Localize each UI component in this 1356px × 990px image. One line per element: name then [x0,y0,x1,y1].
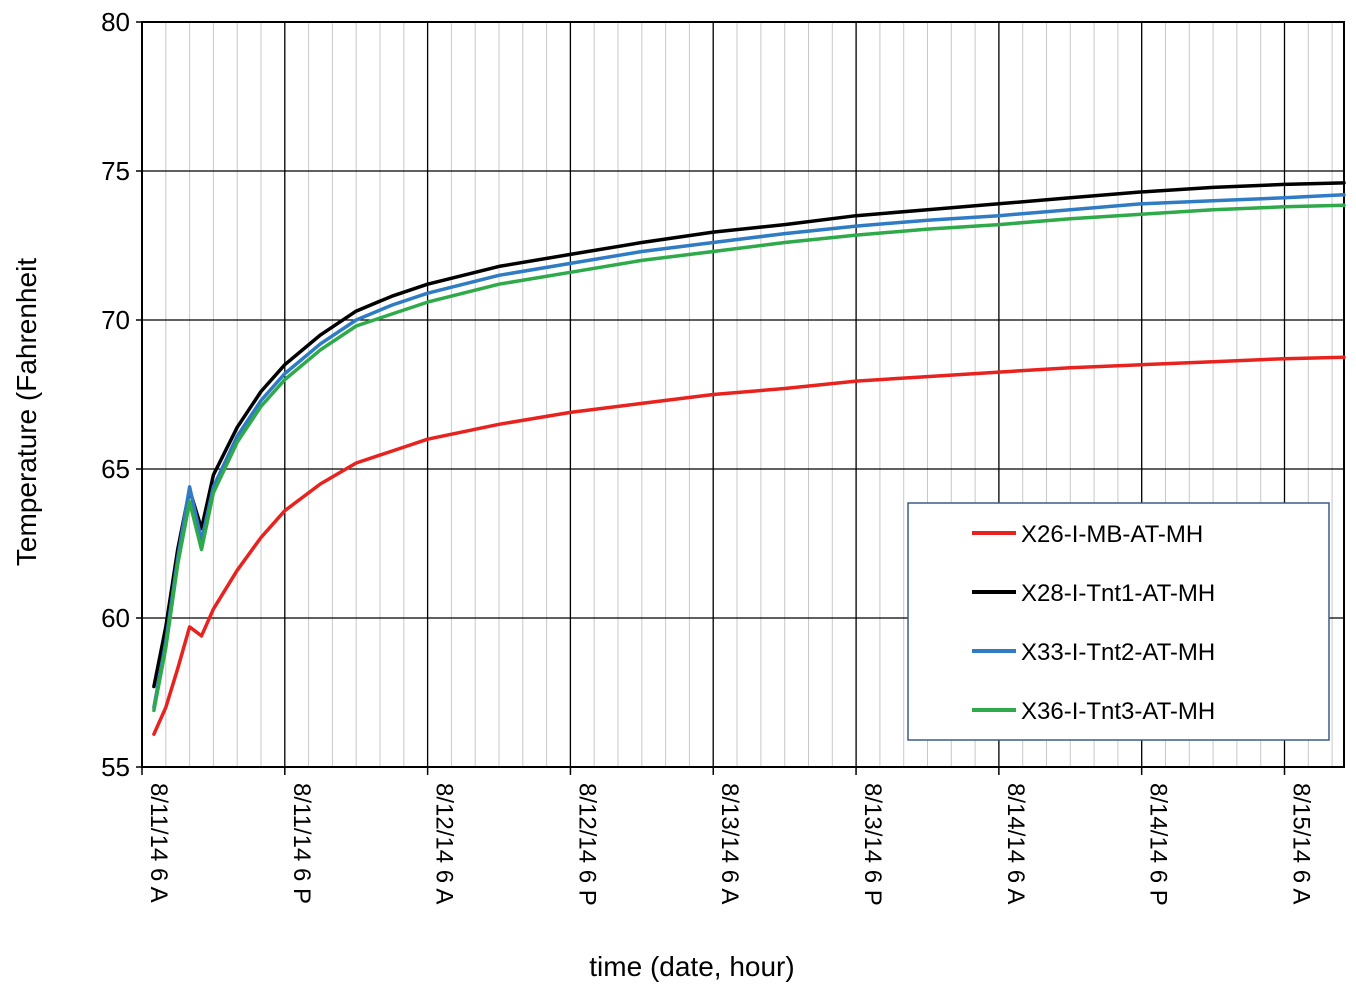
y-axis-ticks: 55 60 65 70 75 80 [101,7,142,782]
legend-label: X28-I-Tnt1-AT-MH [1021,580,1215,607]
series-line-x36-i-tnt3-at-mh [152,203,1346,713]
y-tick-label: 60 [101,603,130,633]
series-line-x28-i-tnt1-at-mh [152,181,1346,689]
x-axis-title: time (date, hour) [589,951,794,982]
y-tick-label: 65 [101,454,130,484]
legend-label: X36-I-Tnt3-AT-MH [1021,698,1215,725]
y-tick-label: 75 [101,156,130,186]
y-tick-label: 70 [101,305,130,335]
x-tick-label: 8/11/14 6 P [288,783,315,904]
x-tick-label: 8/14/14 6 P [1145,783,1172,906]
plot-area-frame [141,21,1345,768]
x-tick-label: 8/15/14 6 A [1288,783,1315,904]
legend-label: X26-I-MB-AT-MH [1021,521,1203,548]
x-tick-label: 8/13/14 6 P [859,783,886,906]
x-tick-label: 8/12/14 6 A [431,783,458,904]
series-line-x26-i-mb-at-mh [152,355,1346,736]
legend-box [907,502,1330,741]
legend-label: X33-I-Tnt2-AT-MH [1021,639,1215,666]
x-tick-label: 8/14/14 6 A [1002,783,1029,904]
y-tick-label: 55 [101,752,130,782]
x-tick-label: 8/11/14 6 A [145,783,172,903]
series-lines [152,181,1346,736]
x-tick-label: 8/12/14 6 P [573,783,600,906]
legend: X26-I-MB-AT-MH X28-I-Tnt1-AT-MH X33-I-Tnt2… [907,502,1330,741]
x-axis-ticks: 8/11/14 6 A 8/11/14 6 P 8/12/14 6 A 8/12/14… [141,767,1315,906]
x-tick-label: 8/13/14 6 A [716,783,743,904]
y-tick-label: 80 [101,7,130,37]
y-axis-title: Temperature (Fahrenheit [11,258,42,566]
